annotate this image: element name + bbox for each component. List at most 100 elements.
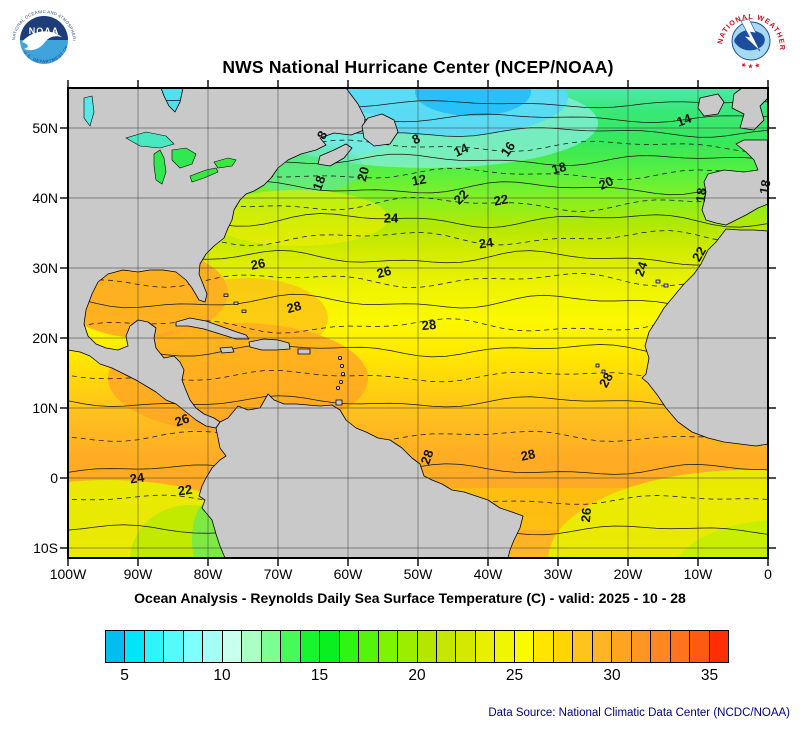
contour-label: 18: [692, 187, 710, 203]
page-title: NWS National Hurricane Center (NCEP/NOAA…: [222, 57, 614, 77]
colorbar-tick-label: 15: [310, 667, 329, 684]
nws-logo: NATIONAL WEATHER SERVICE ★ ★ ★: [714, 4, 786, 75]
contour-label: 24: [128, 469, 146, 487]
island-jamaica: [219, 346, 235, 354]
isotherm-line: [68, 494, 768, 505]
colorbar-cell: [651, 631, 671, 662]
colorbar-tick-label: 30: [603, 667, 621, 684]
x-axis-label: 70W: [263, 566, 293, 582]
colorbar-cell: [573, 631, 593, 662]
cold-water-core: [415, 88, 531, 116]
island-hispaniola: [248, 338, 291, 351]
colorbar-tick-label: 20: [408, 667, 426, 684]
x-axis-label: 100W: [49, 566, 87, 582]
noaa-acronym: NOAA: [29, 26, 60, 36]
colorbar-cell: [339, 631, 360, 662]
figure-caption: Ocean Analysis - Reynolds Daily Sea Surf…: [134, 590, 686, 606]
contour-label: 28: [519, 446, 537, 464]
contour-label: 12: [410, 171, 428, 189]
landmass-south-america: [198, 393, 524, 558]
contour-label: 26: [249, 255, 267, 273]
islands-cape-verde: [595, 363, 606, 374]
isotherm-line: [68, 318, 768, 334]
colorbar-cell: [144, 631, 165, 662]
colorbar-cell: [612, 631, 632, 662]
y-axis-label: 20N: [32, 330, 58, 346]
colorbar-cell: [709, 631, 728, 662]
contour-label: 26: [577, 507, 595, 523]
colorbar-cell: [106, 631, 126, 662]
y-axis-label: 10S: [33, 540, 58, 556]
sst-map: [60, 80, 776, 566]
contour-label: 22: [176, 481, 194, 499]
noaa-seagull-icon: [22, 31, 62, 51]
isotherm-line: [68, 293, 768, 310]
nws-stars: ★ ★ ★: [740, 61, 762, 70]
contour-label: 22: [492, 191, 510, 209]
nws-lightning-icon: [740, 18, 761, 52]
isotherm-line: [68, 395, 768, 409]
colorbar-cell: [203, 631, 223, 662]
colorbar-cell: [456, 631, 476, 662]
y-axis-label: 50N: [32, 120, 58, 136]
colorbar-cell: [242, 631, 262, 662]
temperature-colorbar: [105, 630, 729, 663]
lake-erie: [189, 167, 219, 183]
svg-text:★ ★ ★: ★ ★ ★: [740, 61, 762, 70]
colorbar-tick-label: 25: [505, 667, 524, 684]
colorbar-cell: [417, 631, 437, 662]
island-cuba: [175, 317, 250, 340]
lake-huron: [171, 147, 197, 169]
colorbar-cell: [690, 631, 710, 662]
contour-label: 18: [756, 178, 774, 196]
colorbar-cell: [475, 631, 496, 662]
y-axis-label: 0: [50, 470, 58, 486]
island-great-britain: [731, 88, 768, 131]
lake-ontario: [213, 157, 237, 169]
isotherm-line: [68, 99, 768, 109]
colorbar-cell: [164, 631, 184, 662]
x-axis-label: 90W: [123, 566, 153, 582]
cool-southeast-core: [677, 520, 768, 558]
islands-bahamas: [223, 293, 247, 313]
contour-label: 24: [477, 234, 495, 252]
colorbar-cell: [300, 631, 321, 662]
island-newfoundland: [361, 113, 399, 147]
island-trinidad: [335, 399, 343, 406]
noaa-logo: NOAA NATIONAL OCEANIC AND ATMOSPHERIC AD…: [10, 6, 77, 64]
colorbar-cell: [378, 631, 399, 662]
colorbar-cell: [436, 631, 457, 662]
data-source-credit: Data Source: National Climatic Data Cent…: [488, 707, 790, 719]
colorbar-cell: [183, 631, 204, 662]
colorbar-cell: [125, 631, 145, 662]
gulf-stream-warm-tongue: [208, 190, 388, 246]
colorbar-cell: [592, 631, 613, 662]
landmass-north-america: [68, 88, 366, 429]
islands-canary: [655, 279, 669, 288]
colorbar-cell: [670, 631, 691, 662]
x-axis-label: 80W: [193, 566, 223, 582]
landmass-africa: [641, 228, 768, 447]
y-axis-label: 30N: [32, 260, 58, 276]
colorbar-cell: [514, 631, 535, 662]
isotherm-line: [68, 430, 768, 443]
isotherm-line: [68, 273, 768, 288]
colorbar-cell: [222, 631, 243, 662]
colorbar-cell: [281, 631, 301, 662]
contour-label: 28: [421, 316, 437, 334]
lat-lon-grid: [68, 88, 768, 558]
lake-michigan: [153, 149, 167, 185]
colorbar-cell: [320, 631, 340, 662]
islands-lesser-antilles: [335, 355, 345, 390]
colorbar-cell: [261, 631, 282, 662]
axis-ticks: [60, 80, 776, 566]
colorbar-tick-label: 35: [700, 667, 719, 684]
colorbar-tick-label: 10: [213, 667, 231, 684]
x-axis-label: 50W: [403, 566, 433, 582]
colorbar-cell: [398, 631, 418, 662]
colorbar-cell: [553, 631, 574, 662]
colorbar-cell: [495, 631, 515, 662]
colorbar-cell: [534, 631, 554, 662]
colorbar-cell: [359, 631, 379, 662]
